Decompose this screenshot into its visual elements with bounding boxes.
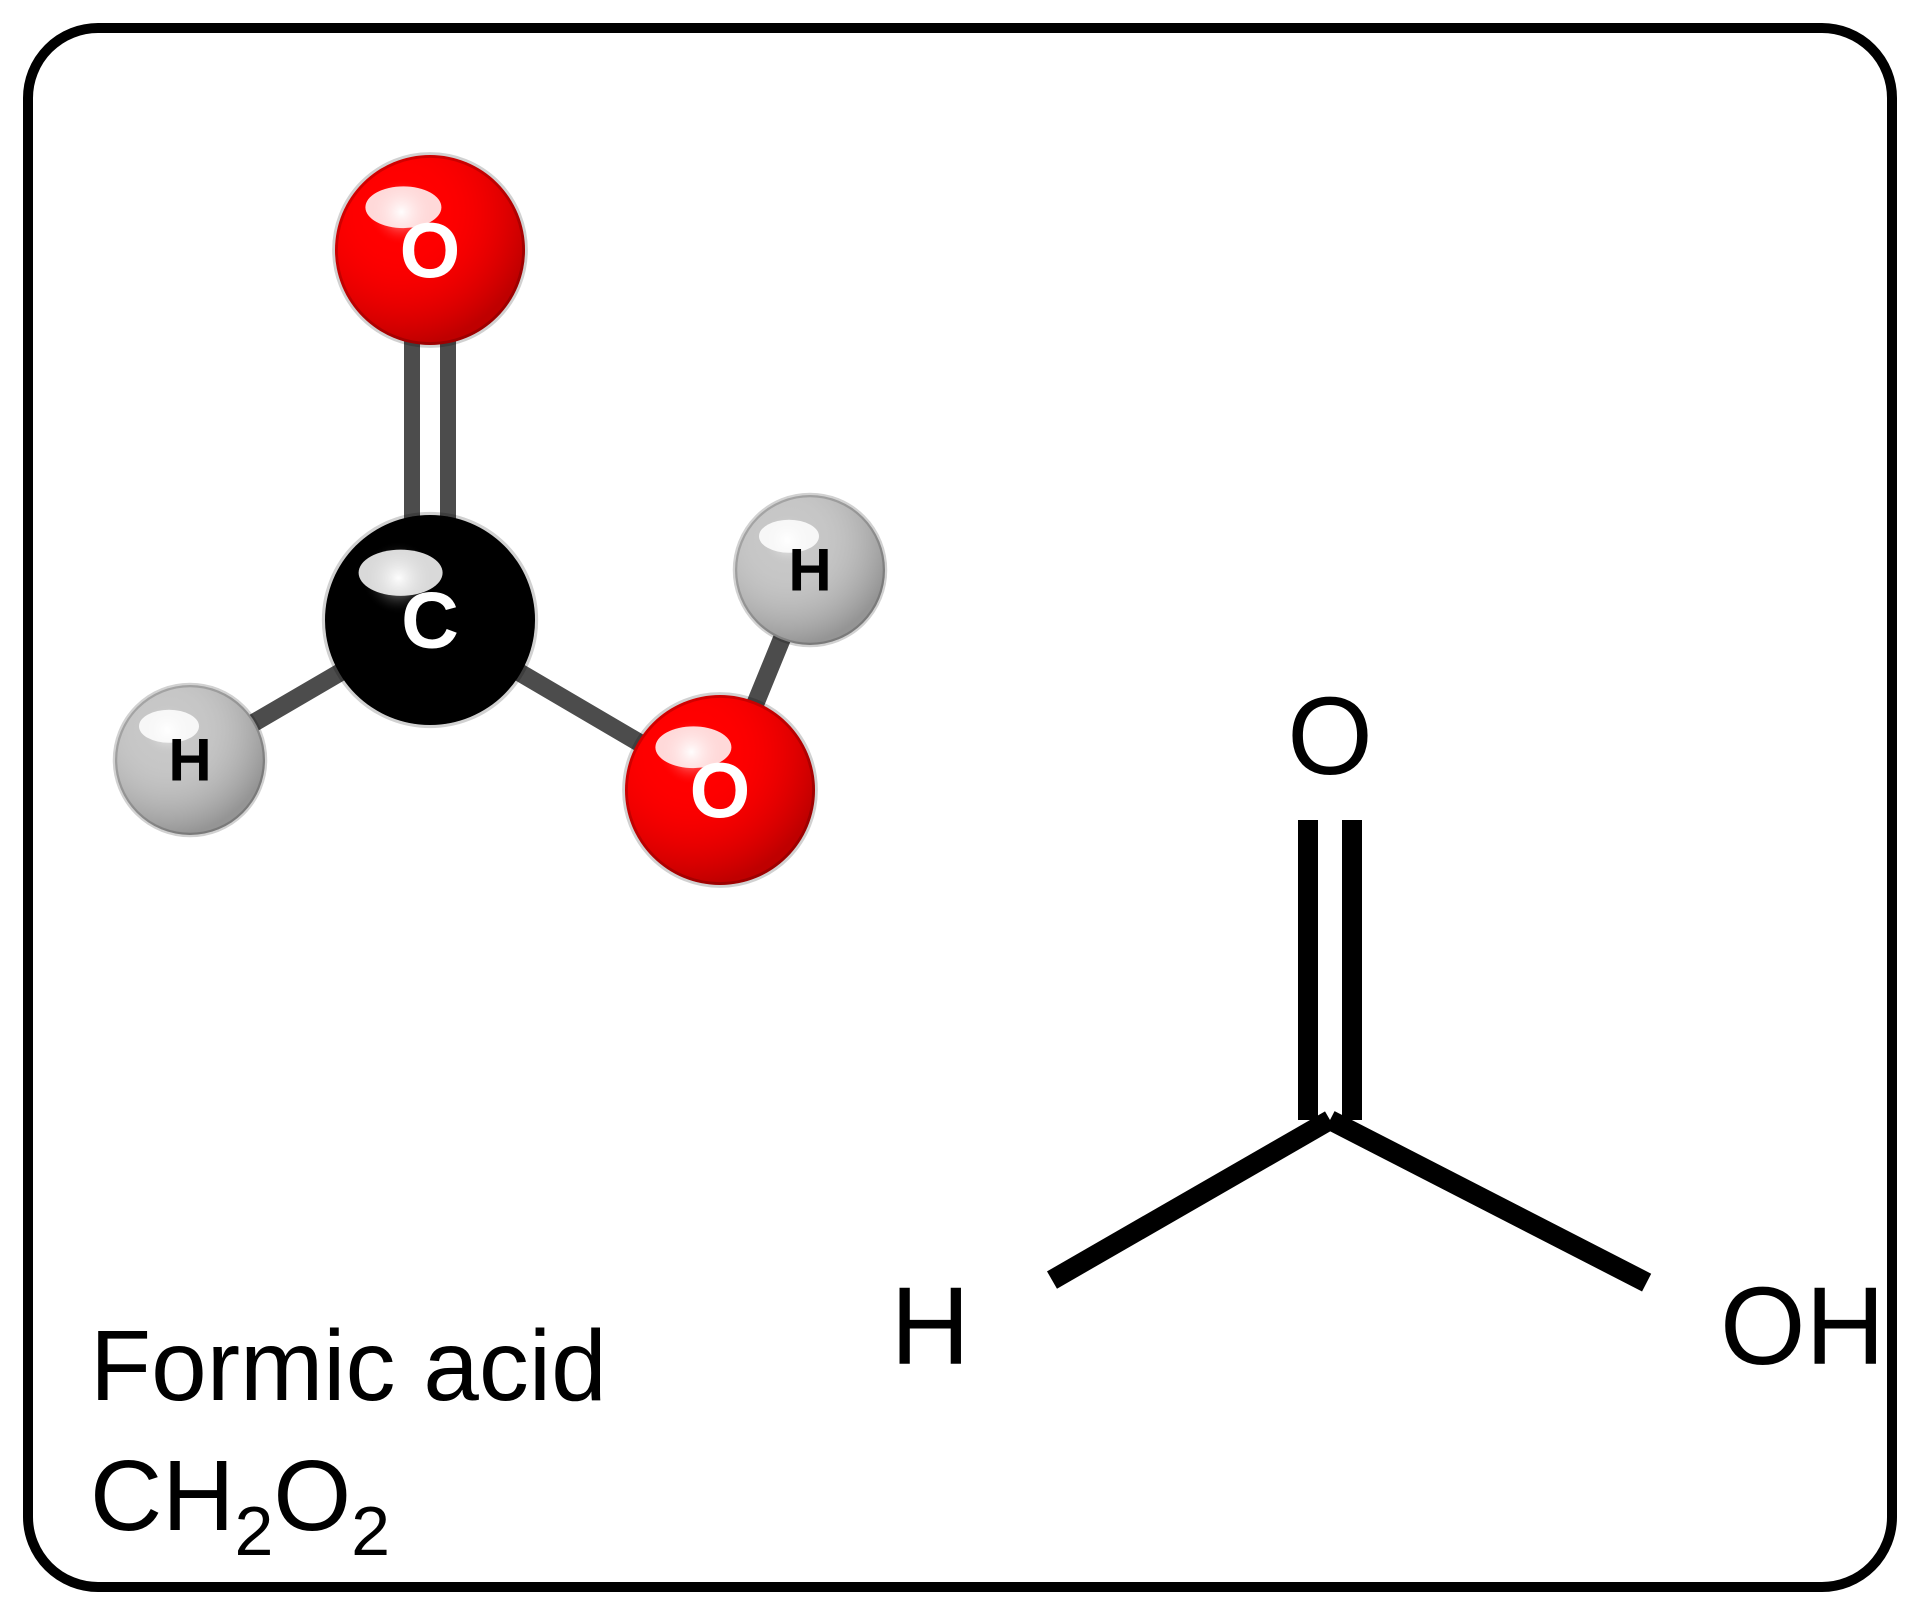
diagram-svg: COOHHOHOHFormic acidCH2O2 bbox=[0, 0, 1920, 1615]
svg-text:H: H bbox=[788, 537, 831, 604]
line-label-H: H bbox=[891, 1265, 970, 1388]
svg-text:O: O bbox=[690, 746, 751, 834]
atom-O2: O bbox=[625, 695, 815, 885]
atom-C: C bbox=[325, 515, 535, 725]
atom-O1: O bbox=[335, 155, 525, 345]
line-label-OH: OH bbox=[1720, 1265, 1885, 1388]
atom-H2: H bbox=[735, 495, 885, 645]
compound-name: Formic acid bbox=[90, 1310, 607, 1422]
line-label-O: O bbox=[1287, 675, 1373, 798]
svg-text:O: O bbox=[400, 206, 461, 294]
svg-text:H: H bbox=[168, 727, 211, 794]
atom-H1: H bbox=[115, 685, 265, 835]
diagram-canvas: COOHHOHOHFormic acidCH2O2 bbox=[0, 0, 1920, 1615]
svg-text:C: C bbox=[401, 576, 459, 665]
